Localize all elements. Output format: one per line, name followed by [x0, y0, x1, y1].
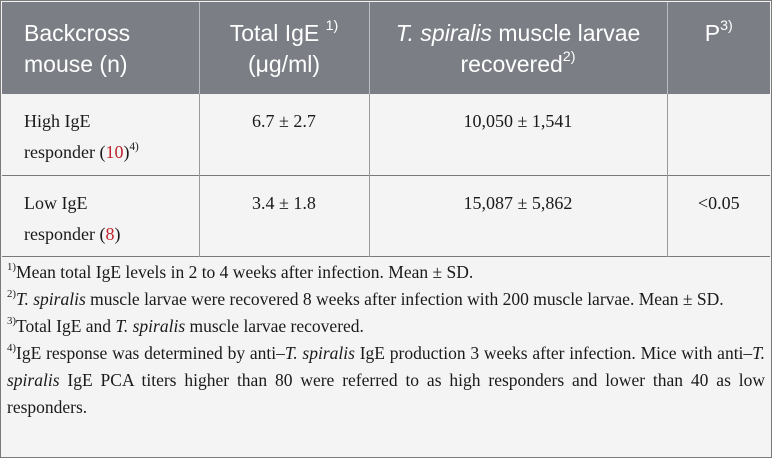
footnote-ref-1: 1): [325, 18, 339, 35]
footnote-1: 1)Mean total IgE levels in 2 to 4 weeks …: [7, 259, 765, 286]
footnote-mark: 1): [7, 260, 17, 273]
cell-larvae: 10,050 ± 1,541: [369, 94, 668, 175]
footnote-text: IgE production 3 weeks after infection. …: [354, 343, 753, 363]
cell-group: Low IgE responder (8): [2, 175, 200, 256]
header-backcross-mouse: Backcross mouse (n): [2, 2, 200, 94]
header-p-value: P3): [667, 2, 770, 94]
header-row: Backcross mouse (n) Total IgE 1) (μg/ml)…: [2, 2, 770, 94]
table-footnotes: 1)Mean total IgE levels in 2 to 4 weeks …: [7, 259, 765, 421]
reference-link-10[interactable]: 10: [105, 142, 124, 162]
results-table: Backcross mouse (n) Total IgE 1) (μg/ml)…: [2, 2, 770, 257]
footnote-4: 4)IgE response was determined by anti–T.…: [7, 340, 765, 421]
table-row: Low IgE responder (8) 3.4 ± 1.8 15,087 ±…: [2, 175, 770, 256]
species-name: T. spiralis: [16, 289, 86, 309]
footnote-ref-3: 3): [720, 18, 733, 35]
table-row: High IgE responder (10)4) 6.7 ± 2.7 10,0…: [2, 94, 770, 175]
species-name: T. spiralis: [7, 343, 765, 390]
group-label-close: ): [114, 223, 121, 244]
species-name: T. spiralis: [115, 316, 186, 336]
species-name: T. spiralis: [284, 343, 355, 363]
header-total-ige-unit: (μg/ml): [247, 51, 321, 77]
header-backcross-mouse-label: Backcross mouse (n): [24, 20, 131, 77]
footnote-mark: 2): [7, 287, 17, 300]
group-label-close: ): [123, 142, 130, 162]
footnote-3: 3)Total IgE and T. spiralis muscle larva…: [7, 313, 765, 340]
cell-larvae: 15,087 ± 5,862: [369, 175, 668, 256]
footnote-text: Mean total IgE levels in 2 to 4 weeks af…: [16, 262, 474, 282]
cell-total-ige: 6.7 ± 2.7: [199, 94, 370, 175]
group-label-cont: responder (: [24, 223, 106, 244]
footnote-ref-4: 4): [129, 140, 139, 153]
footnote-text: IgE PCA titers higher than 80 were refer…: [7, 370, 765, 417]
header-species-name: T. spiralis: [395, 20, 492, 46]
footnote-text: muscle larvae recovered.: [185, 316, 364, 336]
header-total-ige-label: Total IgE: [229, 20, 320, 46]
footnote-ref-2: 2): [562, 49, 576, 66]
header-larvae-label: muscle larvae recovered: [460, 20, 641, 77]
footnote-text: Total IgE and: [16, 316, 116, 336]
header-total-ige: Total IgE 1) (μg/ml): [199, 2, 370, 94]
cell-group: High IgE responder (10)4): [2, 94, 200, 175]
group-label: Low IgE: [24, 192, 88, 213]
header-larvae-recovered: T. spiralis muscle larvae recovered2): [369, 2, 668, 94]
header-p-label: P: [704, 20, 721, 46]
footnote-2: 2)T. spiralis muscle larvae were recover…: [7, 286, 765, 313]
cell-total-ige: 3.4 ± 1.8: [199, 175, 370, 256]
cell-p-value: [667, 94, 770, 175]
footnote-text: muscle larvae were recovered 8 weeks aft…: [85, 289, 724, 309]
footnote-text: IgE response was determined by anti–: [16, 343, 285, 363]
footnote-mark: 3): [7, 314, 17, 327]
footnote-mark: 4): [7, 341, 17, 354]
reference-link-8[interactable]: 8: [105, 223, 115, 244]
group-label-cont: responder (: [24, 142, 106, 162]
cell-p-value: <0.05: [697, 192, 740, 213]
group-label: High IgE: [24, 111, 91, 131]
